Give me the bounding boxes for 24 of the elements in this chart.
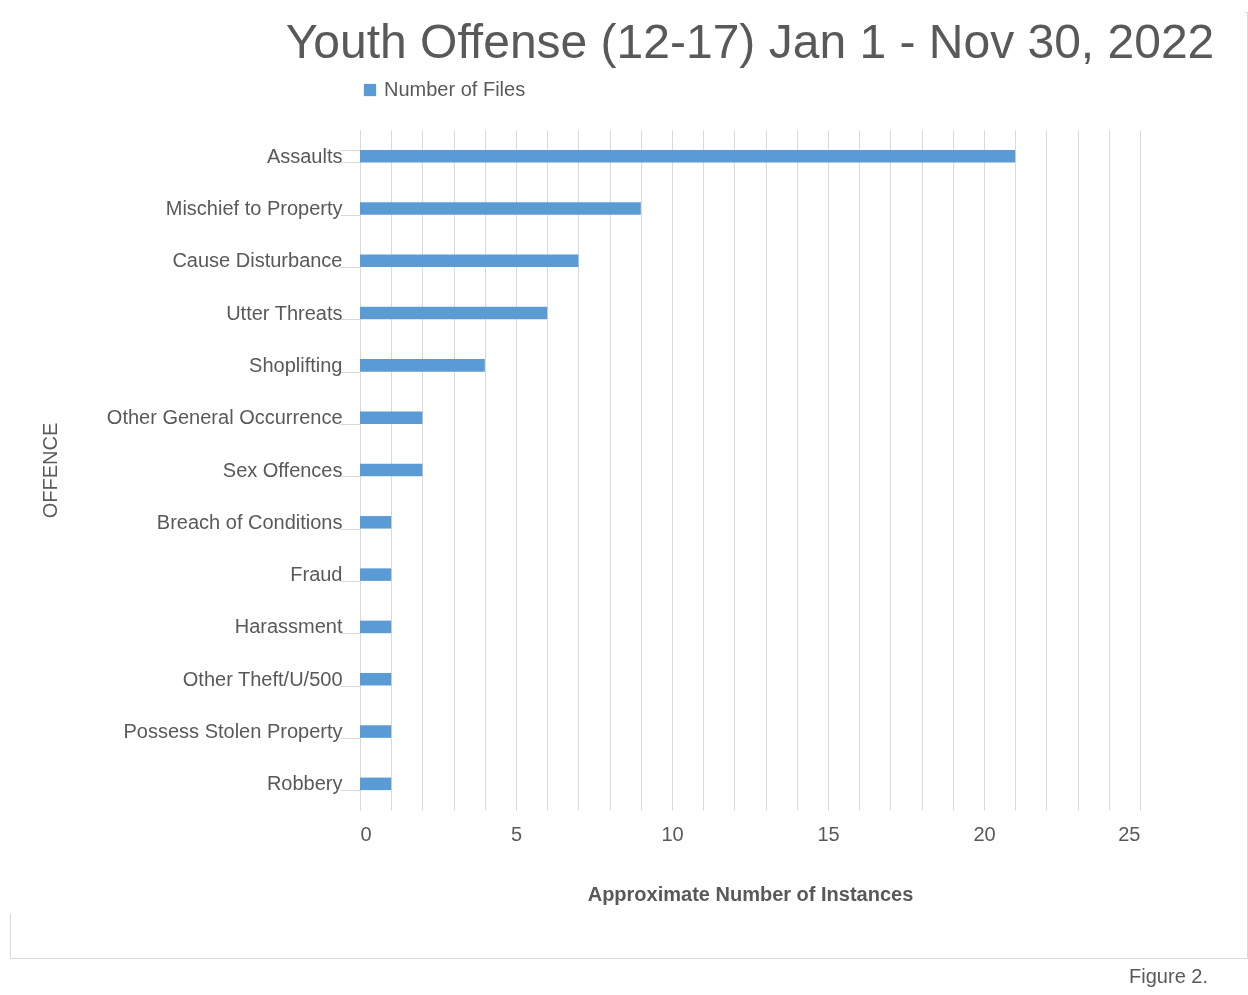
y-tick-label: Shoplifting [249, 353, 343, 376]
y-tick-label: Mischief to Property [165, 196, 343, 219]
legend-label: Number of Files [384, 78, 526, 100]
x-tick-label: 10 [661, 822, 684, 845]
y-tick-label: Assaults [266, 144, 343, 167]
x-tick-label: 15 [817, 822, 840, 845]
y-tick-label: Other General Occurrence [106, 406, 343, 429]
y-tick-label: Sex Offences [222, 458, 343, 481]
y-tick-label: Other Theft/U/500 [182, 667, 343, 690]
x-tick-label: 25 [1118, 822, 1141, 845]
y-tick-label: Cause Disturbance [172, 249, 343, 272]
x-tick-label: 20 [973, 822, 996, 845]
chart-title: Youth Offense (12-17) Jan 1 - Nov 30, 2022 [285, 15, 1215, 68]
y-axis-title: OFFENCE [38, 422, 61, 519]
x-tick-label: 5 [510, 822, 523, 845]
caption: Figure 2. [1129, 965, 1208, 988]
y-tick-label: Harassment [234, 615, 343, 638]
x-tick-label: 0 [360, 822, 372, 845]
y-tick-label: Fraud [290, 563, 343, 586]
y-tick-label: Possess Stolen Property [123, 720, 343, 743]
y-tick-label: Robbery [266, 772, 343, 795]
y-tick-label: Utter Threats [226, 301, 343, 324]
y-tick-label: Breach of Conditions [156, 510, 343, 533]
x-axis-title: Approximate Number of Instances [587, 882, 914, 905]
